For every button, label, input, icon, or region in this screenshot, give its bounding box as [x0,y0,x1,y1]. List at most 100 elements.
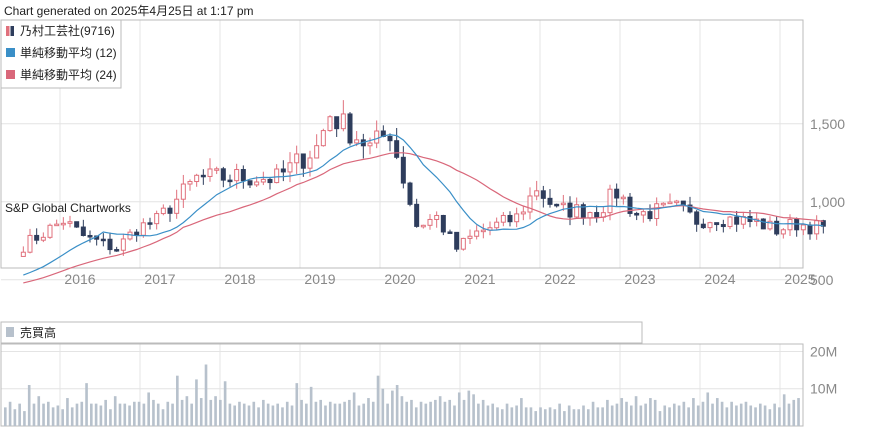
volume-bar [137,401,141,426]
volume-bar [118,403,122,426]
legend-label-ma12: 単純移動平均 (12) [20,46,117,60]
candle-body [414,203,420,227]
candle-body [60,222,66,226]
candle-body [334,116,340,130]
volume-bar [610,405,614,426]
volume-bar [586,409,590,426]
volume-bar [768,409,772,426]
volume-bar [209,399,213,426]
y-tick-label: 1,000 [810,194,845,210]
candle-body [700,223,706,229]
volume-bar [56,405,60,426]
volume-bar [276,403,279,426]
volume-bar [94,403,98,426]
volume-bar [32,403,36,426]
candle-body [560,202,566,206]
volume-bar [123,403,127,426]
volume-bar [453,405,456,426]
candle-body [420,224,426,228]
volume-bar [13,409,17,426]
volume-bar [429,401,432,426]
volume-bar [639,405,643,426]
price-axis: 500 1,000 1,500 [810,116,845,288]
candle-body [800,224,806,231]
candles-layer [20,100,826,257]
x-tick-label: 2024 [704,271,735,287]
volume-bar [37,396,41,426]
volume-bar [410,399,413,426]
volume-bar [190,403,193,426]
volume-bar [692,398,695,426]
candle-body [407,182,413,205]
candle-body [627,196,633,214]
volume-bar [677,405,681,426]
candle-body [540,190,546,199]
volume-bar [572,409,576,426]
volume-bar [553,409,557,426]
volume-bars-layer [4,364,800,426]
volume-bar [730,401,733,426]
volume-bar [381,388,385,426]
x-tick-label: 2017 [144,271,175,287]
volume-bar [701,401,705,426]
volume-bar [663,405,667,426]
ma24-line [23,152,824,284]
volume-bar [295,383,299,426]
candle-body [714,222,720,226]
candle-body [100,238,106,242]
candle-body [354,139,360,144]
volume-bar [672,403,676,426]
candle-body [520,211,526,215]
candle-body [814,220,820,235]
candle-body [174,198,180,214]
volume-bar [219,399,222,426]
candle-body [647,211,653,220]
volume-bar [362,403,366,426]
volume-bar [477,403,480,426]
candle-body [54,223,60,227]
candle-body [820,220,826,227]
volume-bar [563,411,566,426]
candle-body [114,249,120,252]
volume-bar [214,396,217,426]
volume-bar [591,401,595,426]
candle-body [554,203,560,207]
volume-bar [233,405,236,426]
candle-body [440,214,446,233]
volume-bar [328,401,332,426]
volume-bar [343,401,346,426]
volume-bar [85,383,88,426]
volume-bar [481,399,485,426]
candle-body [534,190,540,197]
volume-bar [252,401,256,426]
volume-bar [352,392,356,426]
candle-body [320,130,326,147]
time-axis: 2016 2017 2018 2019 2020 2021 2022 2023 2024 2025 [64,271,815,287]
volume-bar [47,401,50,426]
volume-bar [161,409,165,426]
candle-body [134,231,140,236]
candle-body [140,222,146,236]
candle-body [80,226,86,236]
volume-bar [749,405,753,426]
volume-bar [109,409,112,426]
volume-bar [285,401,289,426]
legend-swatch-ma12 [6,48,15,57]
volume-bar [558,403,561,426]
volume-bar [405,401,409,426]
candle-body [607,188,613,214]
candle-body [367,142,373,147]
x-tick-label: 2020 [384,271,415,287]
candle-body [267,178,273,184]
legend-label-stock: 乃村工芸社(9716) [20,23,115,38]
volume-bar [324,405,327,426]
chart-generated-caption: Chart generated on 2025年4月25日 at 1:17 pm [4,4,254,18]
volume-bar [758,403,762,426]
volume-bar [763,405,767,426]
volume-bar [567,405,571,426]
candle-body [247,180,253,186]
candle-body [180,183,186,200]
volume-bar [601,407,604,426]
candle-body [154,213,160,225]
